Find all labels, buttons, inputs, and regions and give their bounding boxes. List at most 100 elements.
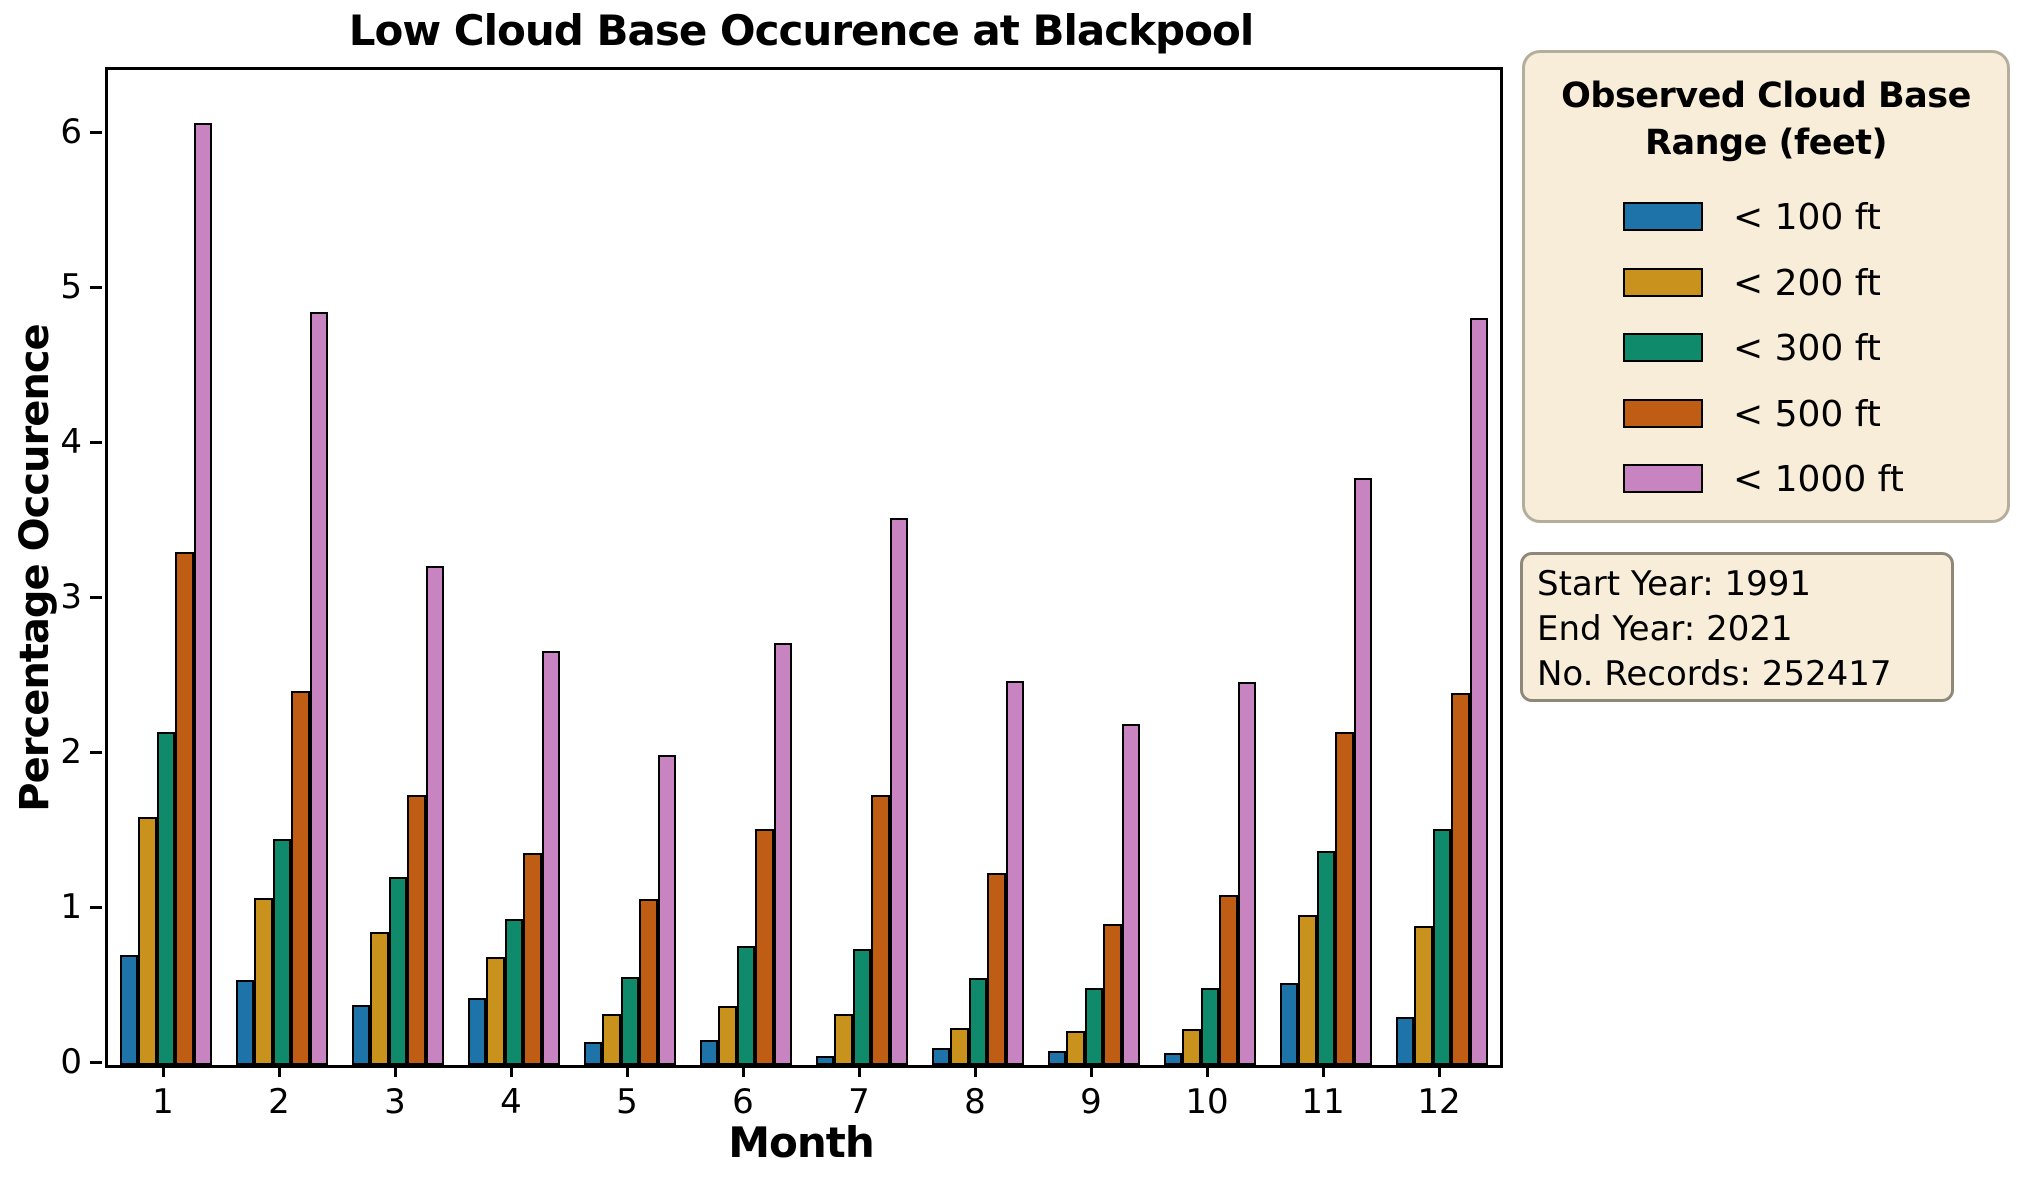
y-tick-mark-1: [90, 905, 102, 909]
x-tick-mark-3: [393, 1065, 397, 1077]
bar-month2-300ft: [272, 838, 292, 1065]
chart-title: Low Cloud Base Occurence at Blackpool: [348, 6, 1254, 55]
bar-month11-100ft: [1279, 982, 1299, 1065]
bar-month2-100ft: [235, 979, 255, 1065]
legend-entry-100ft: < 100 ft: [1525, 200, 2007, 236]
info-box: Start Year: 1991 End Year: 2021 No. Record…: [1520, 552, 1954, 702]
x-tick-mark-9: [1089, 1065, 1093, 1077]
legend-entry-200ft: < 200 ft: [1525, 262, 2007, 304]
bar-month5-100ft: [583, 1041, 603, 1065]
x-tick-label-5: 5: [616, 1082, 638, 1122]
x-tick-mark-6: [741, 1065, 745, 1077]
legend-label: < 500 ft: [1733, 393, 1881, 435]
bar-month3-200ft: [370, 931, 389, 1065]
bar-month11-200ft: [1298, 914, 1317, 1065]
bar-month6-500ft: [755, 829, 774, 1065]
legend-entry-300ft: < 300 ft: [1525, 331, 2007, 367]
info-line-1: End Year: 2021: [1537, 609, 1793, 649]
bar-month3-500ft: [407, 795, 426, 1065]
y-tick-label-1: 1: [60, 887, 82, 927]
x-tick-label-4: 4: [500, 1082, 522, 1122]
legend-entry-1000ft: < 1000 ft: [1525, 462, 2007, 498]
y-tick-label-5: 5: [60, 267, 82, 307]
info-line-2: No. Records: 252417: [1537, 654, 1892, 694]
x-tick-label-9: 9: [1080, 1082, 1102, 1122]
bar-month8-500ft: [987, 872, 1006, 1065]
bar-month1-300ft: [156, 731, 176, 1065]
bar-month5-1000ft: [657, 755, 677, 1065]
bar-month7-300ft: [852, 948, 872, 1065]
legend-label: < 100 ft: [1733, 197, 1881, 238]
bar-month4-200ft: [486, 956, 505, 1065]
legend-swatch-icon: [1623, 267, 1703, 297]
bar-month3-1000ft: [425, 565, 445, 1065]
x-tick-label-1: 1: [152, 1082, 174, 1122]
y-tick-label-6: 6: [60, 112, 82, 152]
bar-month4-300ft: [504, 919, 524, 1065]
bar-month4-1000ft: [541, 651, 561, 1065]
bar-month10-300ft: [1200, 987, 1220, 1065]
bar-month10-1000ft: [1237, 682, 1257, 1065]
x-tick-mark-1: [161, 1065, 165, 1077]
bar-month12-200ft: [1414, 925, 1433, 1065]
bar-month9-1000ft: [1121, 724, 1141, 1065]
x-tick-mark-5: [625, 1065, 629, 1077]
legend-entry-500ft: < 500 ft: [1525, 393, 2007, 435]
x-tick-mark-4: [509, 1065, 513, 1077]
bar-month1-100ft: [119, 954, 139, 1065]
bar-month8-1000ft: [1005, 680, 1025, 1065]
bar-month7-1000ft: [889, 517, 909, 1065]
bar-month2-1000ft: [309, 311, 329, 1065]
bar-month1-200ft: [138, 817, 157, 1065]
bar-month1-1000ft: [193, 122, 213, 1065]
bar-month5-200ft: [602, 1013, 621, 1065]
legend-swatch-icon: [1623, 398, 1703, 428]
bar-month10-200ft: [1182, 1029, 1201, 1065]
legend-swatch-icon: [1623, 202, 1703, 231]
x-tick-mark-2: [277, 1065, 281, 1077]
bar-month11-300ft: [1316, 851, 1336, 1065]
bar-month8-300ft: [968, 978, 988, 1065]
bar-month2-200ft: [254, 897, 273, 1065]
bar-month5-500ft: [639, 899, 658, 1065]
legend-swatch-icon: [1623, 464, 1703, 493]
bar-month6-100ft: [699, 1040, 719, 1065]
bar-month9-100ft: [1047, 1051, 1067, 1065]
bar-month5-300ft: [620, 976, 640, 1065]
bar-month11-500ft: [1335, 731, 1354, 1065]
plot-area: [105, 67, 1503, 1068]
bar-month7-500ft: [871, 795, 890, 1065]
bar-month12-100ft: [1395, 1016, 1415, 1065]
legend-label: < 200 ft: [1733, 262, 1881, 304]
bar-month12-300ft: [1432, 829, 1452, 1065]
x-tick-mark-12: [1437, 1065, 1441, 1077]
legend-swatch-icon: [1623, 333, 1703, 362]
x-tick-label-2: 2: [268, 1082, 290, 1122]
legend-label: < 300 ft: [1733, 328, 1881, 369]
bar-month12-1000ft: [1469, 317, 1489, 1065]
bar-month8-100ft: [931, 1047, 951, 1065]
y-tick-mark-0: [90, 1060, 102, 1064]
bar-month7-100ft: [815, 1055, 835, 1065]
legend-title: Observed Cloud Base Range (feet): [1561, 76, 1971, 163]
legend-box: Observed Cloud Base Range (feet) < 100 f…: [1522, 50, 2010, 523]
x-tick-label-3: 3: [384, 1082, 406, 1122]
y-tick-mark-3: [90, 595, 102, 599]
x-tick-label-12: 12: [1417, 1082, 1461, 1122]
bar-month1-500ft: [175, 551, 194, 1065]
x-axis-label: Month: [728, 1118, 875, 1167]
bar-month3-300ft: [388, 877, 408, 1065]
info-line-0: Start Year: 1991: [1537, 564, 1812, 604]
bar-month9-500ft: [1103, 923, 1122, 1065]
y-tick-mark-6: [90, 130, 102, 134]
bar-month6-300ft: [736, 945, 756, 1065]
x-tick-mark-7: [857, 1065, 861, 1077]
bar-month11-1000ft: [1353, 477, 1373, 1065]
bar-month8-200ft: [950, 1027, 969, 1065]
bar-month9-300ft: [1084, 987, 1104, 1065]
y-tick-label-3: 3: [60, 577, 82, 617]
x-tick-label-7: 7: [848, 1082, 870, 1122]
x-tick-label-8: 8: [964, 1082, 986, 1122]
y-tick-label-2: 2: [60, 732, 82, 772]
x-tick-mark-11: [1321, 1065, 1325, 1077]
